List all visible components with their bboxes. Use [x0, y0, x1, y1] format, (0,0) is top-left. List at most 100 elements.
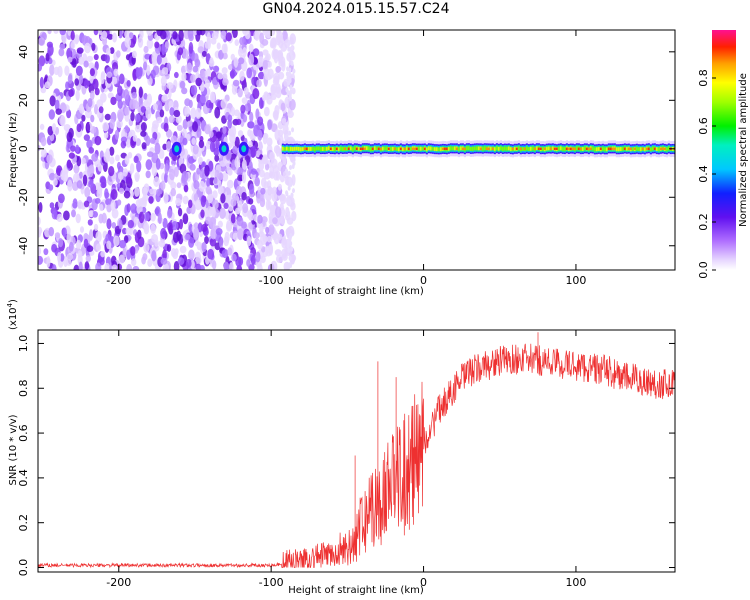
noise-speck: [259, 169, 265, 178]
noise-speck: [272, 217, 278, 225]
noise-speck: [143, 61, 148, 71]
noise-speck: [75, 89, 80, 101]
noise-speck: [99, 92, 107, 103]
noise-speck: [231, 84, 238, 95]
colorbar-tick-label: 0.0: [697, 261, 710, 279]
noise-speck: [258, 56, 264, 67]
carrier-inner: [341, 146, 345, 151]
carrier-peak: [549, 147, 553, 150]
noise-speck: [261, 155, 268, 165]
carrier-peak: [485, 147, 489, 150]
noise-speck: [253, 232, 260, 239]
carrier-inner: [285, 146, 289, 151]
noise-speck: [86, 55, 94, 62]
noise-speck: [269, 42, 275, 49]
noise-speck: [286, 263, 290, 269]
noise-speck: [179, 80, 186, 89]
carrier-peak: [335, 147, 339, 150]
noise-speck: [265, 245, 273, 254]
carrier-peak: [653, 147, 657, 150]
noise-speck: [76, 239, 82, 250]
carrier-inner: [593, 147, 597, 152]
noise-speck: [185, 258, 192, 268]
noise-speck: [58, 48, 65, 57]
noise-speck: [188, 236, 195, 248]
noise-speck: [49, 202, 55, 209]
noise-speck: [74, 78, 80, 86]
noise-speck: [220, 30, 227, 40]
noise-speck: [263, 92, 271, 101]
noise-speck: [57, 193, 65, 204]
noise-speck: [175, 198, 182, 207]
noise-speck: [170, 135, 178, 145]
noise-speck: [77, 250, 83, 258]
noise-speck: [164, 163, 169, 175]
chart-title: GN04.2024.015.15.57.C24: [263, 1, 450, 17]
noise-speck: [287, 210, 291, 216]
noise-speck: [274, 249, 282, 257]
carrier-inner: [391, 146, 395, 151]
noise-speck: [260, 187, 266, 195]
noise-speck: [277, 183, 283, 191]
noise-speck: [94, 135, 102, 146]
noise-speck: [111, 222, 117, 229]
carrier-inner: [635, 146, 639, 151]
noise-speck: [66, 109, 72, 119]
noise-speck: [124, 125, 129, 133]
noise-speck: [124, 36, 132, 48]
y-tick-label: 0.4: [17, 469, 30, 487]
x-tick-label: -200: [106, 274, 131, 287]
noise-speck: [214, 154, 220, 162]
noise-speck: [60, 103, 67, 112]
noise-speck: [173, 109, 181, 118]
noise-speck: [168, 100, 174, 108]
noise-speck: [206, 32, 211, 45]
noise-speck: [209, 91, 215, 104]
colorbar-gradient: [712, 30, 736, 270]
noise-speck: [161, 67, 169, 75]
noise-speck: [255, 251, 261, 263]
carrier-inner: [429, 146, 433, 151]
noise-speck: [170, 188, 177, 197]
noise-speck: [221, 172, 229, 182]
noise-speck: [106, 47, 111, 56]
carrier-peak: [359, 147, 363, 150]
carrier-peak: [329, 147, 333, 150]
noise-speck: [285, 168, 289, 174]
noise-speck: [132, 134, 138, 142]
noise-speck: [48, 226, 55, 237]
carrier-inner: [397, 147, 401, 152]
noise-speck: [150, 69, 156, 80]
noise-speck: [182, 195, 189, 205]
carrier-peak: [487, 147, 491, 150]
noise-speck: [88, 147, 95, 154]
noise-speck: [214, 106, 221, 119]
noise-speck: [234, 207, 241, 215]
noise-speck: [179, 218, 184, 230]
carrier-inner: [639, 147, 643, 152]
noise-speck: [287, 225, 295, 237]
carrier-peak: [627, 147, 631, 150]
carrier-inner: [497, 146, 501, 151]
noise-speck: [67, 56, 73, 63]
noise-speck: [130, 258, 137, 267]
noise-speck: [246, 259, 251, 267]
noise-speck: [46, 256, 51, 268]
noise-speck: [143, 211, 150, 222]
noise-speck: [238, 57, 245, 65]
y-tick-label: 0.2: [17, 514, 30, 532]
noise-speck: [257, 148, 263, 156]
noise-speck: [199, 168, 205, 179]
carrier-peak: [363, 147, 367, 150]
carrier-peak: [579, 147, 583, 150]
noise-speck: [280, 217, 285, 226]
noise-speck: [88, 229, 94, 241]
noise-speck: [38, 144, 41, 152]
noise-speck: [288, 93, 292, 99]
noise-speck: [288, 67, 292, 73]
carrier-inner: [665, 147, 669, 152]
carrier-inner: [655, 147, 659, 152]
noise-speck: [230, 106, 236, 117]
noise-speck: [172, 31, 178, 40]
noise-speck: [187, 156, 195, 164]
